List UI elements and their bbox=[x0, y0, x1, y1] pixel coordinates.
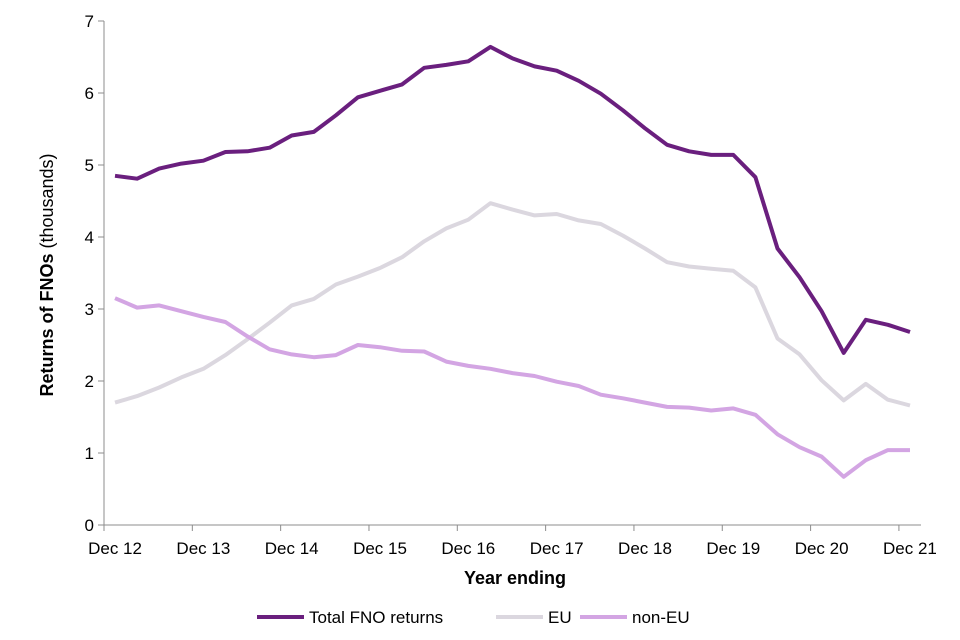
y-tick-label: 1 bbox=[85, 444, 94, 463]
y-tick-label: 4 bbox=[85, 228, 94, 247]
y-axis-title-unit: (thousands) bbox=[37, 153, 57, 253]
series-line-eu bbox=[114, 201, 911, 408]
x-tick-label: Dec 16 bbox=[441, 539, 495, 558]
y-tick-label: 7 bbox=[85, 12, 94, 31]
y-tick-label: 5 bbox=[85, 156, 94, 175]
x-tick-label: Dec 17 bbox=[530, 539, 584, 558]
x-tick-label: Dec 21 bbox=[883, 539, 937, 558]
x-tick-label: Dec 13 bbox=[176, 539, 230, 558]
legend-label-total-fno-returns: Total FNO returns bbox=[309, 608, 443, 627]
y-tick-label: 0 bbox=[85, 516, 94, 535]
y-axis-title: Returns of FNOs (thousands) bbox=[37, 153, 57, 396]
legend-label-non-eu: non-EU bbox=[632, 608, 690, 627]
x-tick-label: Dec 19 bbox=[706, 539, 760, 558]
x-tick-label: Dec 14 bbox=[265, 539, 319, 558]
axes bbox=[103, 21, 921, 526]
y-tick-label: 2 bbox=[85, 372, 94, 391]
x-axis-title: Year ending bbox=[464, 568, 566, 588]
y-tick-label: 3 bbox=[85, 300, 94, 319]
x-tick-label: Dec 15 bbox=[353, 539, 407, 558]
x-tick-label: Dec 12 bbox=[88, 539, 142, 558]
legend: Total FNO returns EU non-EU bbox=[257, 608, 690, 627]
legend-label-eu: EU bbox=[548, 608, 572, 627]
series-line-non-eu bbox=[114, 296, 910, 479]
y-axis-title-bold: Returns of FNOs bbox=[37, 254, 57, 397]
y-axis-ticks: 0 1 2 3 4 5 6 7 bbox=[85, 12, 104, 535]
x-axis-ticks: Dec 12 Dec 13 Dec 14 Dec 15 Dec 16 Dec 17 Dec … bbox=[88, 525, 937, 558]
x-tick-label: Dec 20 bbox=[795, 539, 849, 558]
plot-lines bbox=[114, 44, 911, 479]
x-tick-label: Dec 18 bbox=[618, 539, 672, 558]
y-tick-label: 6 bbox=[85, 84, 94, 103]
series-line-total-fno-returns bbox=[114, 44, 911, 355]
